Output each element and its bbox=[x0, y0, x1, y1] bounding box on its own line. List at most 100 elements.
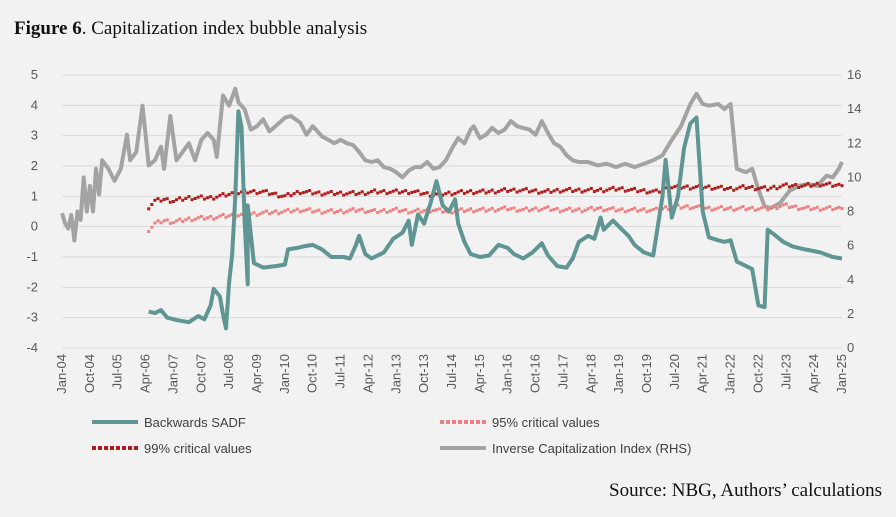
data-point bbox=[187, 195, 191, 199]
data-point bbox=[546, 205, 550, 209]
data-point bbox=[280, 194, 284, 198]
data-point bbox=[639, 208, 643, 212]
data-point bbox=[784, 182, 788, 186]
data-point bbox=[444, 192, 448, 196]
data-point bbox=[809, 208, 813, 212]
data-point bbox=[571, 190, 575, 193]
data-point bbox=[636, 209, 640, 213]
data-point bbox=[323, 192, 327, 196]
data-point bbox=[784, 202, 788, 206]
data-point bbox=[419, 210, 423, 214]
data-point bbox=[651, 207, 655, 211]
data-point bbox=[215, 195, 219, 199]
data-point bbox=[825, 182, 828, 186]
data-point bbox=[574, 208, 578, 212]
y2-tick-label: 16 bbox=[847, 67, 861, 82]
data-point bbox=[664, 186, 668, 190]
legend-label: Backwards SADF bbox=[144, 415, 246, 430]
data-point bbox=[552, 207, 556, 211]
figure-title: Figure 6. Capitalization index bubble an… bbox=[14, 18, 367, 40]
data-point bbox=[363, 210, 367, 214]
data-point bbox=[162, 197, 166, 201]
y2-tick-label: 4 bbox=[847, 272, 854, 287]
data-point bbox=[332, 193, 336, 196]
data-point bbox=[227, 214, 231, 218]
data-point bbox=[394, 206, 398, 210]
data-point bbox=[450, 193, 454, 197]
data-point bbox=[602, 209, 606, 213]
data-point bbox=[729, 205, 733, 209]
data-point bbox=[623, 189, 627, 193]
data-point bbox=[236, 192, 240, 196]
data-point bbox=[202, 217, 206, 221]
data-point bbox=[794, 183, 798, 186]
data-point bbox=[484, 209, 488, 213]
series-group bbox=[60, 86, 844, 331]
data-point bbox=[592, 208, 596, 212]
data-point bbox=[583, 189, 587, 193]
x-tick-label: Oct-16 bbox=[528, 354, 543, 393]
data-point bbox=[521, 207, 525, 211]
data-point bbox=[249, 190, 253, 194]
data-point bbox=[475, 190, 479, 194]
data-point bbox=[209, 195, 213, 199]
data-point bbox=[775, 187, 779, 191]
data-point bbox=[787, 185, 791, 189]
data-point bbox=[366, 210, 370, 213]
data-point bbox=[583, 208, 587, 212]
data-point bbox=[428, 194, 432, 198]
data-point bbox=[264, 189, 268, 193]
y-axis-left: 5 4 3 2 1 0 -1 -2 -3 -4 bbox=[26, 67, 38, 355]
data-point bbox=[271, 210, 274, 214]
data-point bbox=[469, 207, 473, 211]
data-point bbox=[301, 191, 305, 195]
data-point bbox=[763, 185, 767, 189]
data-point bbox=[159, 221, 163, 225]
data-point bbox=[704, 206, 708, 210]
data-point bbox=[599, 187, 603, 191]
data-point bbox=[196, 195, 200, 199]
data-point bbox=[667, 207, 671, 211]
data-point bbox=[809, 184, 813, 188]
data-point bbox=[735, 207, 739, 211]
data-point bbox=[419, 192, 423, 196]
data-point bbox=[772, 204, 776, 208]
y-tick-label: -4 bbox=[26, 340, 38, 355]
data-point bbox=[586, 207, 590, 211]
figure-title-text: . Capitalization index bubble analysis bbox=[81, 18, 368, 39]
data-point bbox=[537, 191, 541, 195]
y2-tick-label: 2 bbox=[847, 306, 854, 321]
data-point bbox=[688, 207, 692, 211]
x-tick-label: Apr-09 bbox=[249, 354, 264, 393]
data-point bbox=[710, 187, 714, 191]
data-point bbox=[657, 190, 661, 194]
data-point bbox=[812, 207, 816, 210]
data-point bbox=[654, 188, 658, 192]
data-point bbox=[775, 207, 779, 210]
legend-label: Inverse Capitalization Index (RHS) bbox=[492, 441, 691, 456]
data-point bbox=[218, 193, 222, 197]
data-point bbox=[589, 186, 593, 190]
data-point bbox=[280, 210, 284, 214]
data-point bbox=[472, 192, 476, 196]
data-point bbox=[549, 208, 553, 212]
series-backwards-sadf bbox=[148, 109, 843, 331]
data-point bbox=[357, 191, 361, 195]
data-point bbox=[351, 190, 355, 193]
data-point bbox=[150, 203, 154, 206]
y-tick-label: -1 bbox=[26, 249, 38, 264]
data-point bbox=[691, 186, 695, 190]
data-point bbox=[834, 183, 838, 187]
data-point bbox=[518, 208, 522, 212]
x-tick-label: Jul-23 bbox=[778, 354, 793, 389]
data-point bbox=[382, 208, 386, 212]
data-point bbox=[518, 189, 522, 193]
data-point bbox=[221, 213, 225, 216]
data-point bbox=[230, 191, 234, 195]
data-point bbox=[289, 210, 293, 214]
data-point bbox=[438, 207, 442, 211]
data-point bbox=[688, 187, 692, 191]
data-point bbox=[481, 206, 485, 210]
x-tick-label: Apr-06 bbox=[138, 354, 153, 393]
data-point bbox=[490, 206, 494, 210]
